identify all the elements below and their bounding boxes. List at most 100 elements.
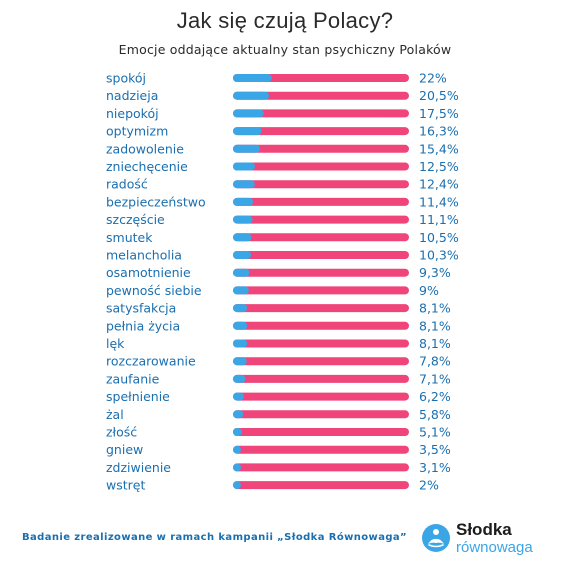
bar-chart: spokój 22% nadzieja 20,5% niepokój 17,5% optym… (106, 71, 459, 493)
value-label: 10,3% (419, 248, 459, 263)
bar-value (233, 445, 241, 454)
logo-word-slodka: Słodka (456, 520, 512, 539)
value-label: 12,5% (419, 159, 459, 174)
category-label: zniechęcenie (106, 159, 188, 174)
value-label: 11,4% (419, 194, 459, 209)
bar-value (233, 162, 255, 171)
bar-track (233, 392, 409, 401)
bar-value (233, 144, 261, 153)
bar-value (233, 233, 252, 242)
category-label: satysfakcja (106, 301, 176, 316)
bar-track (233, 74, 409, 82)
value-label: 17,5% (419, 106, 459, 121)
value-label: 5,8% (419, 407, 451, 422)
bar-value (233, 321, 248, 330)
category-label: niepokój (106, 106, 159, 121)
bar-track (233, 374, 409, 383)
bar-track (233, 215, 409, 224)
category-label: lęk (106, 336, 125, 351)
bar-track (233, 463, 409, 472)
bar-value (233, 74, 272, 82)
value-label: 15,4% (419, 141, 459, 156)
bar-track (233, 481, 409, 490)
category-label: osamotnienie (106, 265, 191, 280)
bar-value (233, 428, 242, 436)
value-label: 7,1% (419, 371, 451, 386)
value-label: 5,1% (419, 425, 451, 440)
bar-value (233, 180, 255, 189)
category-label: melancholia (106, 248, 182, 263)
bar-value (233, 481, 241, 490)
bar-value (233, 215, 253, 224)
category-label: radość (106, 177, 148, 192)
bar-value (233, 357, 247, 366)
value-label: 11,1% (419, 212, 459, 227)
bar-track (233, 410, 409, 419)
value-label: 16,3% (419, 124, 459, 139)
chart-title: Jak się czują Polacy? (176, 8, 394, 33)
bar-track (233, 109, 409, 118)
bar-track (233, 321, 409, 330)
bar-track (233, 91, 409, 100)
category-label: złość (106, 425, 137, 440)
value-label: 7,8% (419, 354, 451, 369)
bar-value (233, 374, 246, 383)
bar-track (233, 339, 409, 348)
value-label: 6,2% (419, 389, 451, 404)
bar-track (233, 197, 409, 206)
bar-value (233, 251, 252, 259)
category-label: bezpieczeństwo (106, 194, 206, 209)
logo-word-rownowaga: równowaga (456, 539, 533, 556)
footer-note: Badanie zrealizowane w ramach kampanii „… (22, 532, 408, 543)
category-label: szczęście (106, 212, 165, 227)
bar-value (233, 286, 249, 295)
bar-value (233, 91, 270, 100)
category-label: nadzieja (106, 88, 158, 103)
category-label: optymizm (106, 124, 168, 139)
category-label: zaufanie (106, 371, 160, 386)
meditation-icon (422, 524, 450, 552)
category-label: spełnienie (106, 389, 170, 404)
category-label: spokój (106, 71, 146, 86)
bar-track (233, 233, 409, 242)
bar-value (233, 410, 244, 419)
category-label: pewność siebie (106, 283, 202, 298)
bar-track (233, 144, 409, 153)
bar-track (233, 251, 409, 259)
category-label: gniew (106, 442, 143, 457)
bar-value (233, 268, 250, 277)
bar-track (233, 127, 409, 136)
bar-track (233, 304, 409, 313)
bar-track (233, 180, 409, 189)
bar-track (233, 268, 409, 277)
bar-value (233, 127, 262, 136)
category-label: wstręt (106, 478, 145, 493)
category-label: rozczarowanie (106, 354, 196, 369)
bar-track (233, 445, 409, 454)
value-label: 8,1% (419, 301, 451, 316)
brand-logo: Słodka równowaga (422, 520, 562, 560)
bar-value (233, 339, 248, 348)
value-label: 22% (419, 71, 447, 86)
category-label: zdziwienie (106, 460, 171, 475)
bar-value (233, 463, 241, 472)
value-label: 3,5% (419, 442, 451, 457)
bar-track (233, 162, 409, 171)
value-label: 10,5% (419, 230, 459, 245)
value-label: 12,4% (419, 177, 459, 192)
category-label: żal (106, 407, 124, 422)
bar-value (233, 109, 264, 118)
category-label: smutek (106, 230, 153, 245)
value-label: 8,1% (419, 318, 451, 333)
category-label: zadowolenie (106, 141, 184, 156)
bar-value (233, 304, 248, 313)
category-label: pełnia życia (106, 318, 180, 333)
value-label: 2% (419, 478, 439, 493)
value-label: 3,1% (419, 460, 451, 475)
bar-track (233, 428, 409, 436)
bar-value (233, 197, 254, 206)
value-label: 9% (419, 283, 439, 298)
value-label: 8,1% (419, 336, 451, 351)
value-label: 9,3% (419, 265, 451, 280)
bar-track (233, 357, 409, 366)
